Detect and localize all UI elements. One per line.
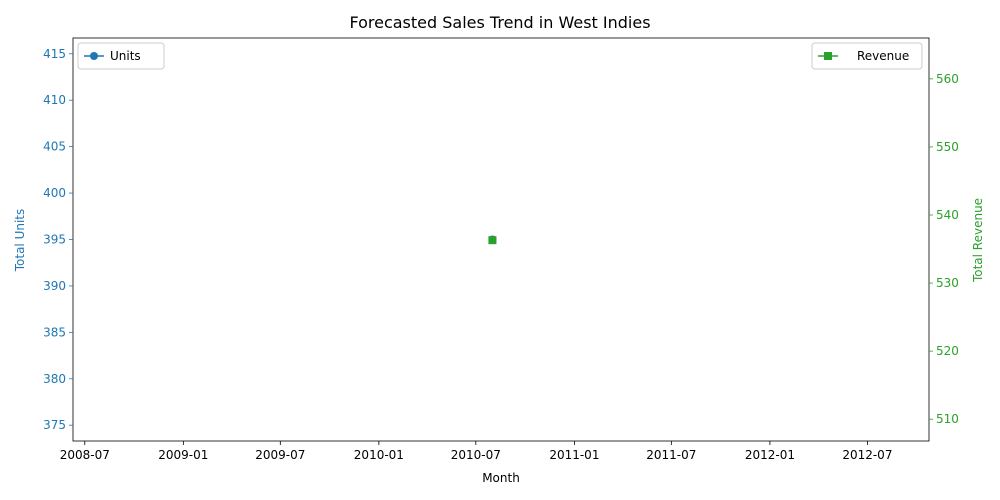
x-tick-label: 2009-01 xyxy=(158,448,208,462)
left-y-tick-label: 400 xyxy=(43,186,66,200)
left-y-tick-label: 380 xyxy=(43,372,66,386)
chart-title: Forecasted Sales Trend in West Indies xyxy=(349,13,650,32)
x-tick-label: 2010-07 xyxy=(451,448,501,462)
left-y-tick-label: 390 xyxy=(43,279,66,293)
left-y-tick-label: 410 xyxy=(43,93,66,107)
legend-revenue: Revenue xyxy=(811,42,923,70)
right-y-tick-label: 510 xyxy=(936,412,959,426)
legend-revenue-box xyxy=(811,42,923,70)
legend-revenue-marker xyxy=(824,52,832,60)
right-y-tick-label: 520 xyxy=(936,344,959,358)
left-y-tick-label: 415 xyxy=(43,47,66,61)
series-layer xyxy=(488,235,497,245)
left-y-tick-label: 395 xyxy=(43,233,66,247)
legend-units-box xyxy=(77,42,165,70)
right-y-tick-label: 530 xyxy=(936,276,959,290)
right-y-axis-label: Total Revenue xyxy=(971,198,985,283)
x-axis-label: Month xyxy=(482,471,520,485)
x-tick-label: 2012-01 xyxy=(745,448,795,462)
x-axis-ticks: 2008-07 2009-01 2009-07 2010-01 2010-07 2011-… xyxy=(60,441,892,462)
revenue-point xyxy=(488,236,497,245)
right-y-tick-label: 540 xyxy=(936,208,959,222)
right-y-tick-label: 550 xyxy=(936,140,959,154)
legend-units-label: Units xyxy=(110,49,141,63)
x-tick-label: 2012-07 xyxy=(842,448,892,462)
right-y-axis-ticks: 510 520 530 540 550 560 xyxy=(929,72,959,426)
left-y-axis-label: Total Units xyxy=(13,209,27,273)
left-y-axis-ticks: 375 380 385 390 395 400 405 410 415 xyxy=(43,47,73,432)
x-tick-label: 2011-07 xyxy=(646,448,696,462)
x-tick-label: 2008-07 xyxy=(60,448,110,462)
right-y-tick-label: 560 xyxy=(936,72,959,86)
legend-revenue-label: Revenue xyxy=(857,49,909,63)
left-y-tick-label: 405 xyxy=(43,140,66,154)
x-tick-label: 2011-01 xyxy=(549,448,599,462)
left-y-tick-label: 375 xyxy=(43,418,66,432)
left-y-tick-label: 385 xyxy=(43,325,66,339)
legend-units: Units xyxy=(77,42,165,70)
x-tick-label: 2010-01 xyxy=(354,448,404,462)
legend-units-marker xyxy=(90,52,98,60)
x-tick-label: 2009-07 xyxy=(255,448,305,462)
